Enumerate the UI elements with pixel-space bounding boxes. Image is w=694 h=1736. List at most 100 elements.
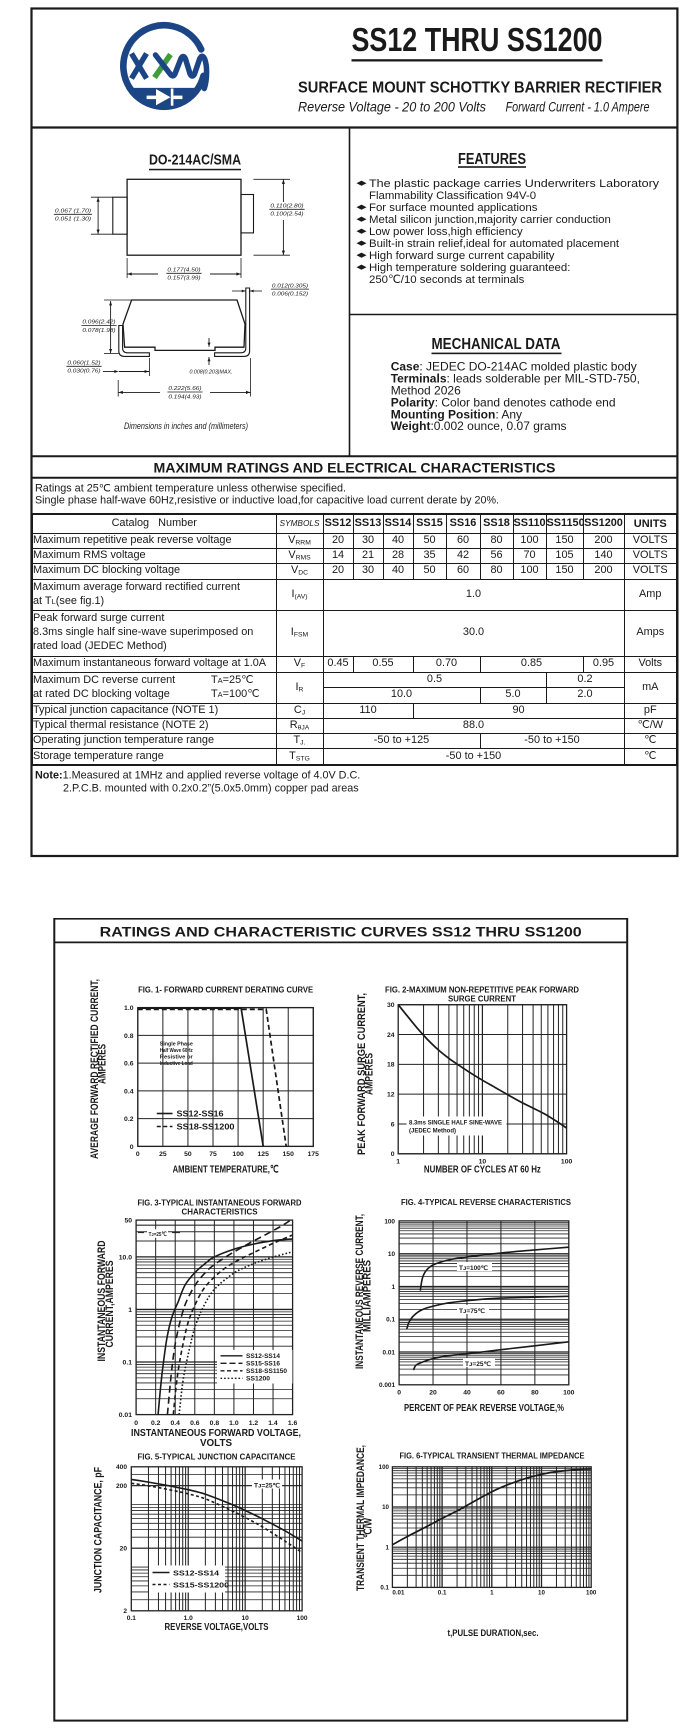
svg-text:60: 60 xyxy=(497,1389,505,1396)
svg-text:Dimensions in inches and (mill: Dimensions in inches and (millimeters) xyxy=(124,421,248,431)
svg-text:Metal silicon junction,majorit: Metal silicon junction,majority carrier … xyxy=(369,214,611,226)
svg-text:SS18-SS1150: SS18-SS1150 xyxy=(246,1368,287,1375)
svg-text:SS12 THRU SS1200: SS12 THRU SS1200 xyxy=(352,21,603,58)
svg-text:400: 400 xyxy=(116,1464,127,1471)
svg-text:For surface mounted applicatio: For surface mounted applications xyxy=(369,202,538,214)
svg-text:75: 75 xyxy=(209,1151,217,1158)
svg-text:0.030(0.76): 0.030(0.76) xyxy=(67,369,100,375)
svg-text:0.096(2.42): 0.096(2.42) xyxy=(82,320,115,326)
svg-text:1.2: 1.2 xyxy=(249,1420,259,1427)
svg-text:10: 10 xyxy=(242,1615,250,1622)
svg-text:50: 50 xyxy=(184,1151,192,1158)
svg-text:Inductive Load: Inductive Load xyxy=(160,1061,193,1067)
svg-text:25: 25 xyxy=(159,1151,167,1158)
svg-text:10: 10 xyxy=(382,1504,389,1511)
svg-text:Single Phase: Single Phase xyxy=(160,1042,193,1048)
svg-text:10: 10 xyxy=(538,1590,545,1597)
svg-text:Forward Current - 1.0 Ampere: Forward Current - 1.0 Ampere xyxy=(506,100,650,115)
svg-text:Single phase half-wave 60Hz,re: Single phase half-wave 60Hz,resistive or… xyxy=(35,495,499,507)
svg-text:PERCENT OF PEAK REVERSE VOLTAG: PERCENT OF PEAK REVERSE VOLTAGE,% xyxy=(404,1403,564,1414)
svg-text:100: 100 xyxy=(563,1389,575,1396)
svg-text:Tᴊ=75℃: Tᴊ=75℃ xyxy=(459,1307,486,1315)
svg-text:Tᴊ=25℃: Tᴊ=25℃ xyxy=(465,1360,492,1368)
svg-text:0: 0 xyxy=(397,1389,401,1396)
svg-text:Weight:0.002 ounce, 0.07 grams: Weight:0.002 ounce, 0.07 grams xyxy=(391,419,567,433)
svg-text:100: 100 xyxy=(297,1615,308,1622)
svg-text:2: 2 xyxy=(123,1608,127,1615)
svg-text:Tᴊ=25℃: Tᴊ=25℃ xyxy=(254,1481,281,1489)
svg-text:0.8: 0.8 xyxy=(210,1420,220,1427)
svg-text:8.3ms SINGLE HALF SINE-WAVE: 8.3ms SINGLE HALF SINE-WAVE xyxy=(409,1120,503,1127)
svg-text:80: 80 xyxy=(531,1389,539,1396)
svg-text:2.P.C.B. mounted with 0.2x0.2”: 2.P.C.B. mounted with 0.2x0.2”(5.0x5.0mm… xyxy=(63,783,359,795)
svg-text:0.2: 0.2 xyxy=(124,1116,134,1123)
svg-text:0.8: 0.8 xyxy=(124,1033,134,1040)
svg-text:FEATURES: FEATURES xyxy=(458,151,526,168)
svg-text:0.177(4.50): 0.177(4.50) xyxy=(167,268,200,274)
svg-text:MAXIMUM RATINGS AND ELECTRICAL: MAXIMUM RATINGS AND ELECTRICAL CHARACTER… xyxy=(154,460,556,475)
svg-text:0.1: 0.1 xyxy=(127,1615,136,1622)
svg-text:PEAK FORWARD SURGE CURRENT,: PEAK FORWARD SURGE CURRENT, xyxy=(356,993,368,1155)
svg-text:100: 100 xyxy=(384,1218,395,1225)
svg-text:12: 12 xyxy=(387,1092,395,1099)
svg-text:High forward surge current cap: High forward surge current capability xyxy=(369,250,555,262)
svg-text:0: 0 xyxy=(130,1144,134,1151)
svg-text:0.006(0.152): 0.006(0.152) xyxy=(272,292,308,298)
svg-text:0.008(0.203)MAX.: 0.008(0.203)MAX. xyxy=(190,370,233,376)
svg-text:t,PULSE DURATION,sec.: t,PULSE DURATION,sec. xyxy=(448,1628,539,1639)
svg-text:0.100(2.54): 0.100(2.54) xyxy=(270,212,303,218)
svg-text:1: 1 xyxy=(128,1307,132,1314)
svg-text:FIG. 1- FORWARD CURRENT DERATI: FIG. 1- FORWARD CURRENT DERATING CURVE xyxy=(138,985,313,995)
svg-text:Terminals: leads solderable pe: Terminals: leads solderable per MIL-STD-… xyxy=(391,372,640,386)
svg-text:SURFACE MOUNT SCHOTTKY BARRIER: SURFACE MOUNT SCHOTTKY BARRIER RECTIFIER xyxy=(298,80,662,97)
svg-text:100: 100 xyxy=(561,1158,573,1165)
svg-text:SS15-SS16: SS15-SS16 xyxy=(246,1361,280,1368)
svg-text:0.012(0.305): 0.012(0.305) xyxy=(272,283,308,289)
svg-text:100: 100 xyxy=(586,1590,597,1597)
svg-text:1.0: 1.0 xyxy=(229,1420,239,1427)
svg-text:125: 125 xyxy=(258,1151,270,1158)
svg-text:0.01: 0.01 xyxy=(119,1412,132,1419)
svg-text:VOLTS: VOLTS xyxy=(200,1438,232,1449)
svg-text:175: 175 xyxy=(308,1151,320,1158)
svg-text:10.0: 10.0 xyxy=(119,1254,132,1261)
svg-text:10: 10 xyxy=(388,1251,396,1258)
svg-text:FIG. 3-TYPICAL INSTANTANEOUS F: FIG. 3-TYPICAL INSTANTANEOUS FORWARD xyxy=(138,1198,302,1208)
svg-text:0.1: 0.1 xyxy=(386,1317,395,1324)
svg-text:1: 1 xyxy=(396,1158,400,1165)
svg-text:FIG. 6-TYPICAL TRANSIENT THERM: FIG. 6-TYPICAL TRANSIENT THERMAL IMPEDAN… xyxy=(400,1450,585,1460)
svg-text:0: 0 xyxy=(136,1151,140,1158)
svg-text:Half Wave 60Hz: Half Wave 60Hz xyxy=(160,1048,193,1054)
svg-text:TRANSIENT THERMAL IMPEDANCE,: TRANSIENT THERMAL IMPEDANCE, xyxy=(355,1445,367,1591)
svg-text:0.067 (1.70): 0.067 (1.70) xyxy=(55,209,91,215)
svg-text:1.0: 1.0 xyxy=(124,1005,134,1012)
svg-text:0.222(5.66): 0.222(5.66) xyxy=(168,386,201,392)
svg-text:Built-in strain relief,ideal f: Built-in strain relief,ideal for automat… xyxy=(369,238,620,250)
svg-text:Note:1.Measured at 1MHz and ap: Note:1.Measured at 1MHz and applied reve… xyxy=(35,770,360,782)
svg-text:SURGE CURRENT: SURGE CURRENT xyxy=(448,994,517,1004)
svg-text:0.110(2.80): 0.110(2.80) xyxy=(270,204,303,210)
svg-text:0.194(4.93): 0.194(4.93) xyxy=(168,394,201,400)
svg-text:50: 50 xyxy=(124,1218,132,1225)
svg-text:SS1200: SS1200 xyxy=(246,1376,270,1383)
svg-text:0.01: 0.01 xyxy=(383,1349,396,1356)
svg-text:18: 18 xyxy=(387,1062,395,1069)
svg-text:(JEDEC Method): (JEDEC Method) xyxy=(409,1128,456,1135)
svg-text:0.4: 0.4 xyxy=(124,1088,134,1095)
svg-text:6: 6 xyxy=(391,1121,395,1128)
svg-text:0.001: 0.001 xyxy=(379,1382,395,1389)
svg-text:FIG. 4-TYPICAL REVERSE CHARACT: FIG. 4-TYPICAL REVERSE CHARACTERISTICS xyxy=(401,1197,571,1207)
svg-text:AMPERES: AMPERES xyxy=(97,1044,109,1084)
svg-text:Polarity: Color band denotes c: Polarity: Color band denotes cathode end xyxy=(391,395,616,409)
svg-text:SS18-SS1200: SS18-SS1200 xyxy=(177,1122,235,1132)
svg-text:Ratings at 25℃ ambient tempera: Ratings at 25℃ ambient temperature unles… xyxy=(35,483,346,495)
svg-text:MILLIAMPERES: MILLIAMPERES xyxy=(362,1260,374,1332)
svg-text:℃/W: ℃/W xyxy=(363,1518,375,1538)
svg-text:24: 24 xyxy=(387,1032,395,1039)
svg-text:SS15-SS1200: SS15-SS1200 xyxy=(173,1581,229,1590)
svg-text:20: 20 xyxy=(429,1389,437,1396)
svg-text:JUNCTION CAPACITANCE, pF: JUNCTION CAPACITANCE, pF xyxy=(93,1467,105,1593)
svg-text:0.1: 0.1 xyxy=(123,1359,133,1366)
svg-text:0.1: 0.1 xyxy=(380,1585,389,1592)
svg-text:40: 40 xyxy=(463,1389,471,1396)
